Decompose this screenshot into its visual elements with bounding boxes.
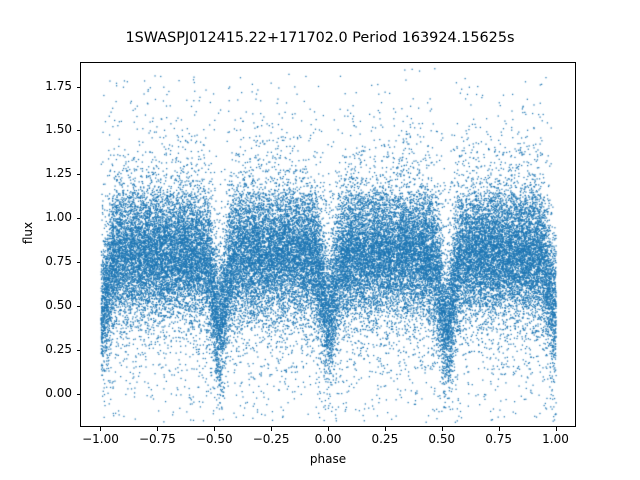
x-tick-mark [498,427,500,431]
y-tick-mark [76,262,80,264]
y-tick-label: 1.25 [45,166,72,181]
plot-axes-frame [80,62,576,427]
x-tick-mark [555,427,557,431]
x-tick-label: 1.00 [542,432,569,446]
y-tick-mark [76,174,80,176]
x-tick-mark [384,427,386,431]
x-tick-mark [157,427,159,431]
y-tick-mark [76,86,80,88]
y-tick-mark [76,218,80,220]
x-tick-label: −0.75 [138,432,176,446]
x-tick-mark [100,427,102,431]
x-tick-label: −0.25 [252,432,290,446]
x-tick-label: 0.00 [314,432,342,446]
x-tick-label: −1.00 [82,432,119,446]
y-tick-label: 0.50 [45,297,72,312]
y-tick-label: 1.50 [45,122,72,137]
y-tick-mark [76,349,80,351]
y-tick-label: 0.00 [45,385,72,400]
y-tick-label: 1.75 [45,78,72,93]
y-tick-label: 1.00 [45,210,72,225]
x-tick-mark [214,427,216,431]
x-tick-label: 0.50 [428,432,456,446]
chart-title: 1SWASPJ012415.22+171702.0 Period 163924.… [125,30,515,46]
y-tick-mark [76,305,80,307]
y-tick-mark [76,130,80,132]
x-tick-mark [441,427,443,431]
scatter-plot-canvas [81,63,575,426]
x-tick-label: 0.75 [485,432,512,446]
x-tick-label: 0.25 [371,432,399,446]
y-tick-mark [76,393,80,395]
y-tick-label: 0.25 [45,341,72,356]
x-tick-mark [271,427,273,431]
x-tick-mark [328,427,329,431]
y-axis-label: flux [21,221,35,245]
x-tick-label: −0.50 [195,432,233,446]
y-tick-label: 0.75 [45,254,72,269]
x-axis-label: phase [309,452,347,466]
